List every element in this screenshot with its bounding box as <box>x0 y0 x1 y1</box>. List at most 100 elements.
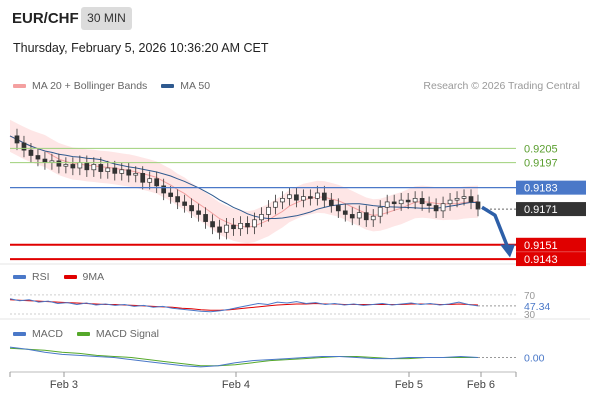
candle <box>447 199 453 205</box>
copyright-label: Research © 2026 Trading Central <box>423 80 580 92</box>
datetime-label: Thursday, February 5, 2026 10:36:20 AM C… <box>13 41 269 55</box>
candle <box>21 142 27 151</box>
candle <box>42 158 48 163</box>
candle <box>140 173 146 183</box>
resistance-label: 0.9205 <box>524 143 558 155</box>
trend-arrow-shaft <box>481 205 509 247</box>
x-tick-label: Feb 5 <box>395 379 423 391</box>
candle <box>63 164 69 167</box>
legend-ma20-label: MA 20 + Bollinger Bands <box>32 80 148 92</box>
macd-signal-swatch <box>76 332 90 336</box>
candle <box>363 212 369 221</box>
candle <box>349 214 355 219</box>
ma50-line <box>9 135 479 219</box>
candle <box>112 167 118 174</box>
ma20-swatch <box>13 84 26 88</box>
rsi-line <box>9 298 479 313</box>
legend-rsi: RSI <box>13 271 50 283</box>
candle <box>105 167 111 172</box>
9ma-swatch <box>63 275 77 279</box>
candle <box>77 162 83 169</box>
rsi-9ma-line <box>9 299 479 311</box>
timeframe-button[interactable]: 30 MIN <box>81 7 132 30</box>
legend-macd-signal: MACD Signal <box>76 328 159 340</box>
candle <box>126 169 132 176</box>
candle <box>175 196 180 203</box>
x-tick-label: Feb 6 <box>467 379 495 391</box>
candle <box>468 196 474 203</box>
trend-arrow-head <box>500 244 515 258</box>
candle <box>98 164 104 172</box>
rsi-current-label: 47.34 <box>524 301 550 313</box>
candle <box>133 173 139 176</box>
symbol-title: EUR/CHF <box>12 10 79 27</box>
legend-macd-label: MACD <box>32 328 63 340</box>
candle <box>70 164 76 169</box>
candle <box>454 198 460 201</box>
candle <box>419 198 425 205</box>
candle <box>91 164 97 171</box>
candle <box>182 201 187 206</box>
candle <box>238 223 243 230</box>
macd-swatch <box>13 332 26 336</box>
candle <box>294 194 299 201</box>
legend-9ma: 9MA <box>63 271 104 283</box>
candle <box>259 214 264 221</box>
rsi-level-label: 70 <box>524 291 536 302</box>
macd-signal-line <box>9 347 478 367</box>
candle <box>356 212 362 219</box>
macd-zero-label: 0.00 <box>524 353 545 365</box>
current-price-tag <box>516 202 586 217</box>
candle <box>335 205 341 212</box>
candle <box>161 185 167 194</box>
candle <box>314 192 320 199</box>
resistance-label: 0.9197 <box>524 158 558 170</box>
support-label: 0.9151 <box>524 240 558 252</box>
legend-macd: MACD <box>13 328 63 340</box>
price-legend: MA 20 + Bollinger Bands MA 50 <box>13 80 224 92</box>
candle <box>231 224 236 230</box>
legend-ma50: MA 50 <box>161 80 210 92</box>
candle <box>35 155 41 160</box>
legend-macd-signal-label: MACD Signal <box>95 328 159 340</box>
candle <box>196 210 201 215</box>
candle <box>154 178 160 187</box>
candle <box>217 226 222 233</box>
candle <box>308 196 313 199</box>
candle <box>28 149 34 156</box>
pivot-label: 0.9183 <box>524 183 558 195</box>
candle <box>461 196 467 199</box>
candle <box>412 198 418 203</box>
candle <box>391 201 397 205</box>
candle <box>377 206 383 217</box>
candle <box>384 201 390 208</box>
candle <box>203 214 208 222</box>
candle <box>273 201 278 208</box>
support-tag <box>516 237 586 252</box>
legend-ma50-label: MA 50 <box>180 80 211 92</box>
candle <box>328 199 334 206</box>
macd-line <box>9 346 479 368</box>
candle <box>189 205 194 212</box>
bollinger-band <box>10 119 478 244</box>
candle <box>280 198 285 203</box>
candle <box>210 221 215 228</box>
legend-rsi-label: RSI <box>32 271 50 283</box>
candle <box>405 199 411 203</box>
rsi-legend: RSI 9MA <box>13 271 118 283</box>
candle <box>147 178 153 183</box>
candle <box>245 223 250 228</box>
ma50-swatch <box>161 84 175 88</box>
candle <box>14 135 20 144</box>
candle <box>433 205 439 212</box>
candle <box>119 169 125 174</box>
macd-legend: MACD MACD Signal <box>13 328 173 340</box>
support-label: 0.9143 <box>524 254 558 266</box>
candle <box>168 192 174 197</box>
candle <box>56 160 62 167</box>
x-tick-label: Feb 3 <box>50 379 78 391</box>
candle <box>370 215 376 221</box>
candle <box>287 194 292 199</box>
candle <box>252 219 257 228</box>
